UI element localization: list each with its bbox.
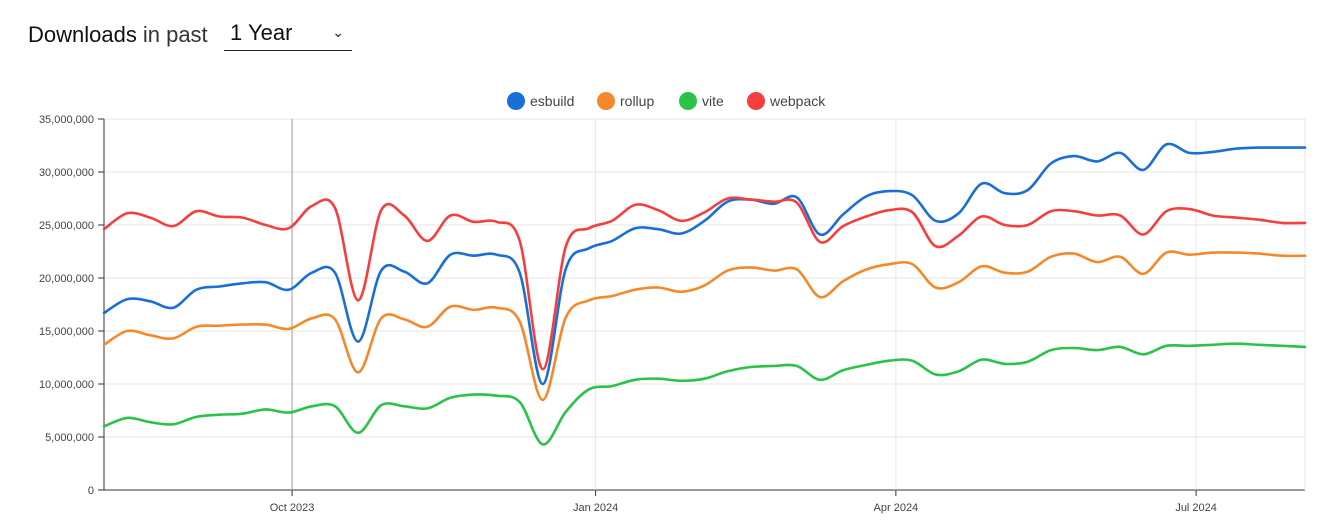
x-tick-label: Oct 2023 [270, 502, 315, 514]
y-tick-label: 0 [88, 485, 94, 497]
period-dropdown[interactable]: 1 Year ⌄ [224, 16, 352, 51]
period-value: 1 Year [230, 20, 293, 45]
series-line-esbuild [102, 142, 1307, 386]
legend-label-vite: vite [702, 93, 724, 109]
x-tick-label: Jan 2024 [573, 502, 618, 514]
legend-marker-esbuild [507, 92, 525, 110]
x-tick-label: Apr 2024 [874, 502, 919, 514]
series-line-webpack [102, 196, 1307, 371]
x-tick-label: Jul 2024 [1175, 502, 1217, 514]
y-tick-label: 25,000,000 [39, 220, 94, 232]
legend-marker-rollup [597, 92, 615, 110]
y-tick-label: 35,000,000 [39, 114, 94, 126]
y-tick-label: 15,000,000 [39, 326, 94, 338]
series-line-vite [102, 342, 1307, 446]
legend-label-rollup: rollup [620, 93, 654, 109]
heading-strong: Downloads [28, 22, 137, 47]
legend-label-esbuild: esbuild [530, 93, 574, 109]
heading-rest: in past [142, 22, 208, 47]
downloads-heading: Downloads in past [28, 18, 208, 52]
series-line-rollup [102, 250, 1307, 402]
y-tick-label: 5,000,000 [45, 432, 94, 444]
legend-label-webpack: webpack [769, 93, 826, 109]
chevron-down-icon: ⌄ [332, 24, 344, 40]
y-tick-label: 30,000,000 [39, 167, 94, 179]
y-tick-label: 20,000,000 [39, 273, 94, 285]
legend-marker-webpack [747, 92, 765, 110]
legend-marker-vite [679, 92, 697, 110]
y-tick-label: 10,000,000 [39, 379, 94, 391]
